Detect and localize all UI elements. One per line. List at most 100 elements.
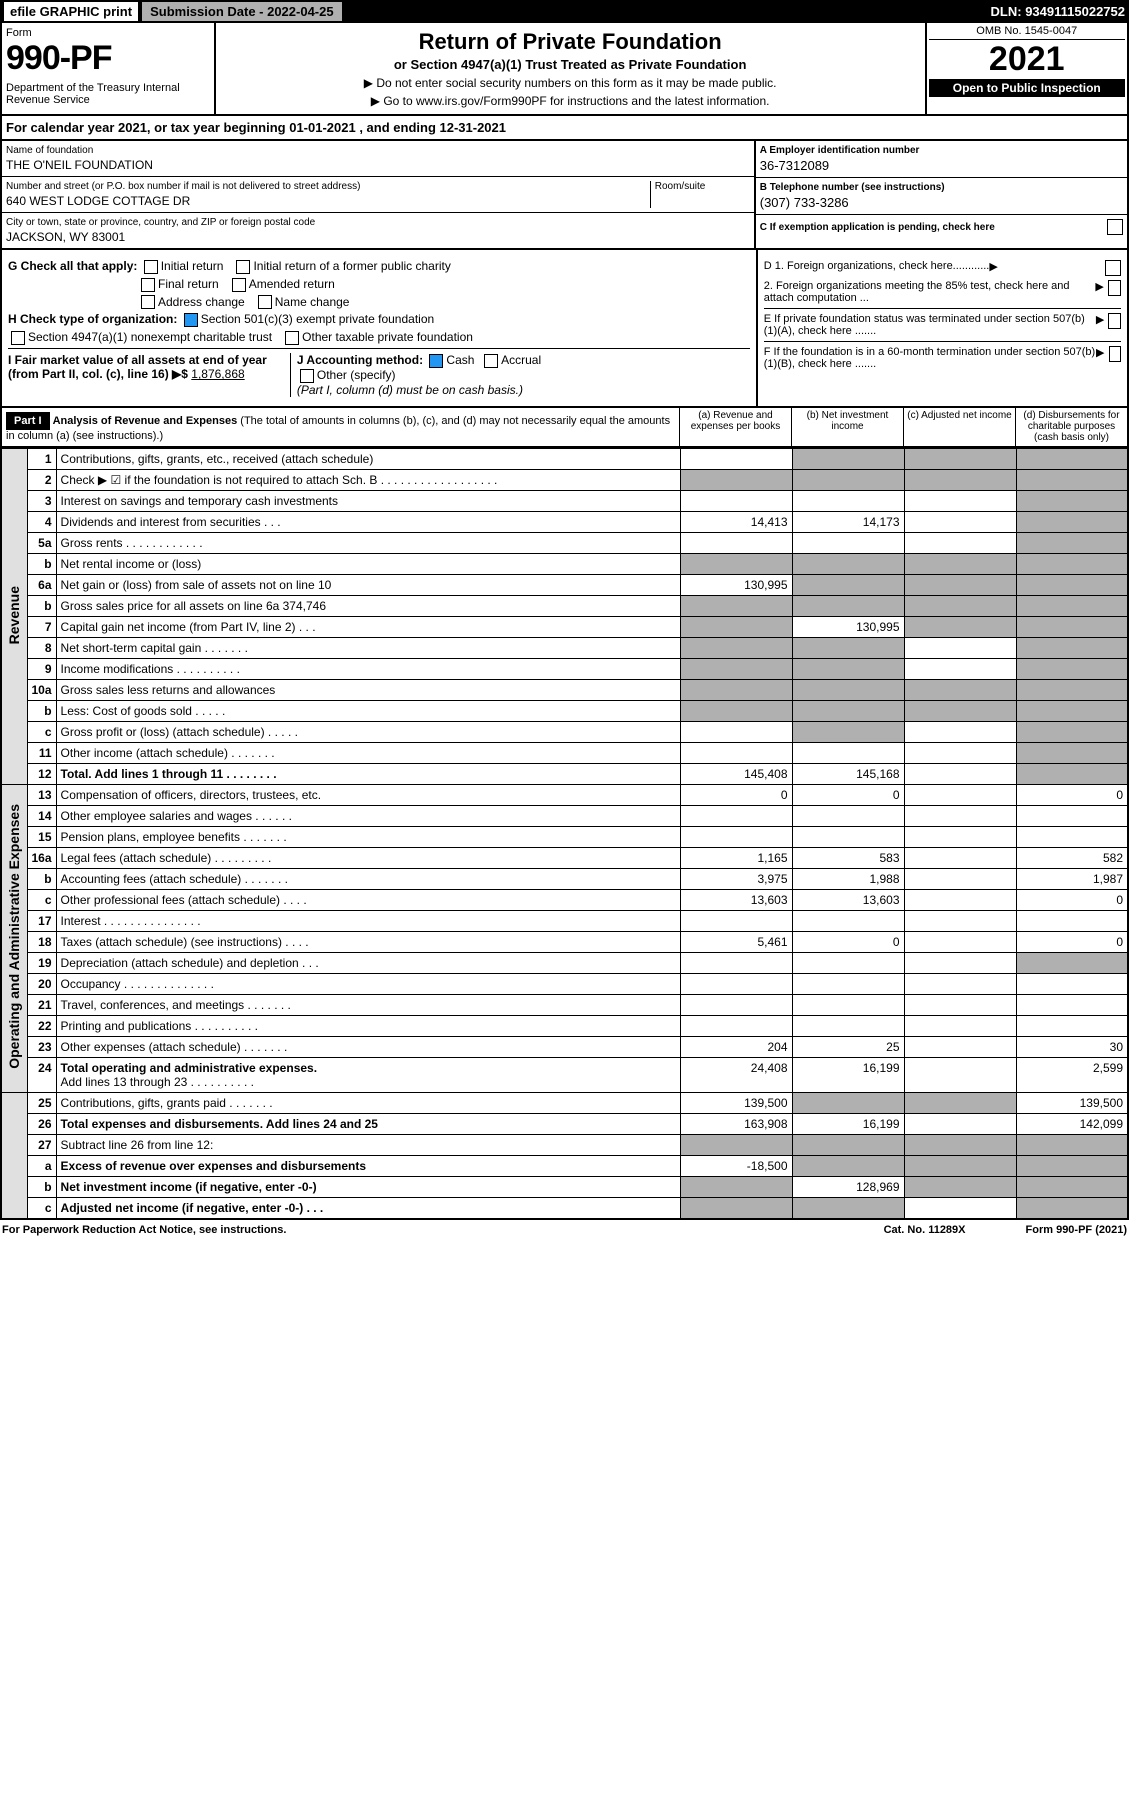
arrow-icon: ▶ <box>989 260 997 276</box>
n26: 26 <box>27 1113 56 1134</box>
chk-cash[interactable] <box>429 354 443 368</box>
v6aa: 130,995 <box>680 574 792 595</box>
f-checkbox[interactable] <box>1109 346 1121 362</box>
v12b: 145,168 <box>792 763 904 784</box>
part1-header: Part I Analysis of Revenue and Expenses … <box>0 408 1129 448</box>
d2-checkbox[interactable] <box>1108 280 1121 296</box>
d19: Depreciation (attach schedule) and deple… <box>56 952 680 973</box>
row-10c: cGross profit or (loss) (attach schedule… <box>1 721 1128 742</box>
part1-badge: Part I <box>6 412 50 430</box>
row-16c: cOther professional fees (attach schedul… <box>1 889 1128 910</box>
col-d-hdr: (d) Disbursements for charitable purpose… <box>1015 408 1127 446</box>
name-cell: Name of foundation THE O'NEIL FOUNDATION <box>2 141 754 177</box>
city-cell: City or town, state or province, country… <box>2 213 754 248</box>
exempt-cell: C If exemption application is pending, c… <box>756 215 1127 239</box>
n5a: 5a <box>27 532 56 553</box>
part1-desc: Part I Analysis of Revenue and Expenses … <box>2 408 679 446</box>
n25: 25 <box>27 1092 56 1113</box>
d7: Capital gain net income (from Part IV, l… <box>56 616 680 637</box>
line-e: E If private foundation status was termi… <box>764 308 1121 337</box>
v25a: 139,500 <box>680 1092 792 1113</box>
row-27b: bNet investment income (if negative, ent… <box>1 1176 1128 1197</box>
v16ab: 583 <box>792 847 904 868</box>
row-5a: 5aGross rents . . . . . . . . . . . . <box>1 532 1128 553</box>
lbl-addr: Address change <box>158 295 245 309</box>
n18: 18 <box>27 931 56 952</box>
n16a: 16a <box>27 847 56 868</box>
n3: 3 <box>27 490 56 511</box>
v26b: 16,199 <box>792 1113 904 1134</box>
fmv-value: 1,876,868 <box>191 367 244 381</box>
chk-accrual[interactable] <box>484 354 498 368</box>
row-23: 23Other expenses (attach schedule) . . .… <box>1 1036 1128 1057</box>
v16ca: 13,603 <box>680 889 792 910</box>
d25: Contributions, gifts, grants paid . . . … <box>56 1092 680 1113</box>
d6b: Gross sales price for all assets on line… <box>56 595 680 616</box>
row-1: Revenue1Contributions, gifts, grants, et… <box>1 448 1128 469</box>
efile-badge: efile GRAPHIC print <box>4 2 138 21</box>
row-22: 22Printing and publications . . . . . . … <box>1 1015 1128 1036</box>
check-section: G Check all that apply: Initial return I… <box>0 250 1129 408</box>
d17: Interest . . . . . . . . . . . . . . . <box>56 910 680 931</box>
chk-initial-former[interactable] <box>236 260 250 274</box>
chk-initial[interactable] <box>144 260 158 274</box>
v18a: 5,461 <box>680 931 792 952</box>
d10a: Gross sales less returns and allowances <box>56 679 680 700</box>
n11: 11 <box>27 742 56 763</box>
entity-section: Name of foundation THE O'NEIL FOUNDATION… <box>0 141 1129 250</box>
n21: 21 <box>27 994 56 1015</box>
line-g3: Address change Name change <box>8 295 750 310</box>
v16bb: 1,988 <box>792 868 904 889</box>
v18d: 0 <box>1016 931 1128 952</box>
chk-name[interactable] <box>258 295 272 309</box>
chk-other-acct[interactable] <box>300 369 314 383</box>
row-26: 26Total expenses and disbursements. Add … <box>1 1113 1128 1134</box>
n5b: b <box>27 553 56 574</box>
row-18: 18Taxes (attach schedule) (see instructi… <box>1 931 1128 952</box>
exempt-checkbox[interactable] <box>1107 219 1123 235</box>
ein-label: A Employer identification number <box>760 145 1123 156</box>
footer-mid: Cat. No. 11289X <box>884 1224 966 1236</box>
d18: Taxes (attach schedule) (see instruction… <box>56 931 680 952</box>
arrow-icon: ▶ <box>1096 313 1104 337</box>
d15: Pension plans, employee benefits . . . .… <box>56 826 680 847</box>
d6a: Net gain or (loss) from sale of assets n… <box>56 574 680 595</box>
v27aa: -18,500 <box>680 1155 792 1176</box>
top-bar: efile GRAPHIC print Submission Date - 20… <box>0 0 1129 23</box>
v16bd: 1,987 <box>1016 868 1128 889</box>
lbl-other-tax: Other taxable private foundation <box>302 330 473 344</box>
v26d: 142,099 <box>1016 1113 1128 1134</box>
n17: 17 <box>27 910 56 931</box>
check-left: G Check all that apply: Initial return I… <box>2 250 756 406</box>
n6a: 6a <box>27 574 56 595</box>
blank-rot <box>1 1092 27 1219</box>
v23b: 25 <box>792 1036 904 1057</box>
note1: ▶ Do not enter social security numbers o… <box>222 76 919 90</box>
row-20: 20Occupancy . . . . . . . . . . . . . . <box>1 973 1128 994</box>
n27: 27 <box>27 1134 56 1155</box>
v16aa: 1,165 <box>680 847 792 868</box>
calendar-year: For calendar year 2021, or tax year begi… <box>0 116 1129 141</box>
chk-final[interactable] <box>141 278 155 292</box>
line-d2: 2. Foreign organizations meeting the 85%… <box>764 280 1121 304</box>
h-label: H Check type of organization: <box>8 312 177 326</box>
d1-checkbox[interactable] <box>1105 260 1121 276</box>
entity-right: A Employer identification number 36-7312… <box>756 141 1127 248</box>
e-checkbox[interactable] <box>1108 313 1121 329</box>
lbl-initial: Initial return <box>161 259 224 273</box>
chk-other-tax[interactable] <box>285 331 299 345</box>
ein-value: 36-7312089 <box>760 158 1123 173</box>
d24: Total operating and administrative expen… <box>56 1057 680 1092</box>
form-subtitle: or Section 4947(a)(1) Trust Treated as P… <box>222 57 919 72</box>
chk-amended[interactable] <box>232 278 246 292</box>
v16ba: 3,975 <box>680 868 792 889</box>
chk-4947[interactable] <box>11 331 25 345</box>
main-table: Revenue1Contributions, gifts, grants, et… <box>0 448 1129 1220</box>
lbl-other-acct: Other (specify) <box>317 368 396 382</box>
chk-addr[interactable] <box>141 295 155 309</box>
row-27a: aExcess of revenue over expenses and dis… <box>1 1155 1128 1176</box>
row-10a: 10aGross sales less returns and allowanc… <box>1 679 1128 700</box>
chk-501c3[interactable] <box>184 313 198 327</box>
lbl-501c3: Section 501(c)(3) exempt private foundat… <box>201 312 434 326</box>
d11: Other income (attach schedule) . . . . .… <box>56 742 680 763</box>
